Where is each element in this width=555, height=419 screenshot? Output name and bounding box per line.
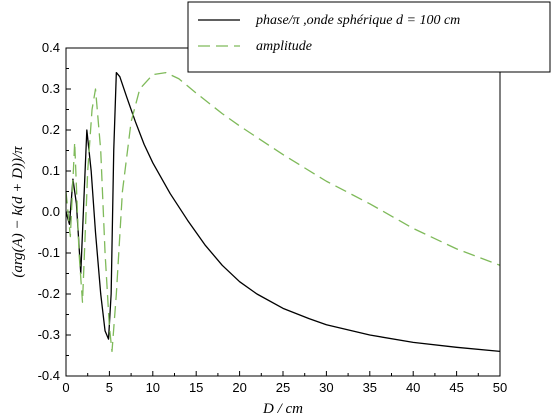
y-tick-label: 0.2 — [42, 122, 60, 137]
legend-entry-phase: phase/π ,onde sphérique d = 100 cm — [255, 13, 460, 28]
x-tick-label: 35 — [363, 380, 377, 395]
legend: phase/π ,onde sphérique d = 100 cm ampli… — [187, 1, 551, 73]
x-tick-label: 5 — [106, 380, 113, 395]
series-lines — [65, 71, 501, 353]
y-tick-label: -0.4 — [38, 368, 60, 383]
y-tick-label: -0.2 — [38, 286, 60, 301]
x-tick-label: 30 — [319, 380, 333, 395]
x-tick-label: 15 — [189, 380, 203, 395]
x-tick-label: 0 — [62, 380, 69, 395]
y-tick-label: 0.1 — [42, 163, 60, 178]
x-tick-label: 20 — [232, 380, 246, 395]
legend-entry-amplitude: amplitude — [256, 39, 312, 54]
x-tick-label: 25 — [276, 380, 290, 395]
legend-box — [187, 1, 551, 73]
y-tick-label: -0.3 — [38, 327, 60, 342]
x-tick-label: 50 — [493, 380, 507, 395]
x-tick-label: 10 — [146, 380, 160, 395]
series-line-amplitude — [65, 71, 501, 353]
axis-ticks: 0 5 10 15 20 25 30 35 40 45 50 0.4 0.3 0.2 0.1 0.0 -0.1 -… — [38, 40, 508, 395]
x-axis-label: D / cm — [262, 401, 303, 417]
x-tick-label: 40 — [406, 380, 420, 395]
y-axis-label: (arg(A) − k(d + D))/π — [10, 146, 26, 278]
y-tick-label: 0.3 — [42, 81, 60, 96]
y-tick-label: 0.4 — [42, 40, 60, 55]
y-tick-label: 0.0 — [42, 204, 60, 219]
plot-frame — [65, 47, 501, 377]
y-tick-label: -0.1 — [38, 245, 60, 260]
x-tick-label: 45 — [449, 380, 463, 395]
series-line-phase — [65, 71, 501, 353]
